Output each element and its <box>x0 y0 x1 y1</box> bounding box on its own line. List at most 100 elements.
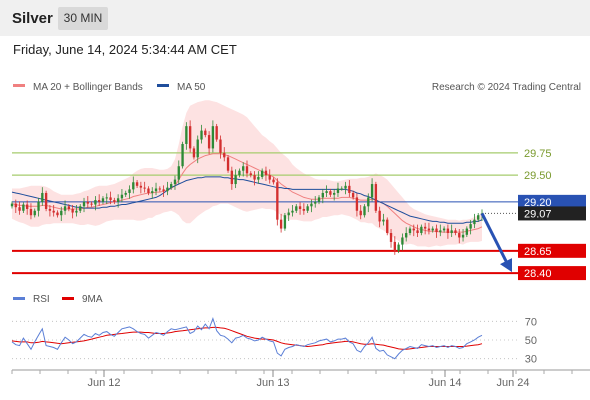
candle-body <box>79 206 82 211</box>
candle-body <box>393 241 396 251</box>
candle-body <box>325 191 328 193</box>
candle <box>82 197 86 213</box>
candle <box>469 220 472 235</box>
candle <box>314 196 317 208</box>
candle-body <box>230 170 234 185</box>
candle-body <box>98 200 101 202</box>
candle-body <box>389 233 393 242</box>
candle-body <box>355 197 359 211</box>
candle <box>397 242 400 254</box>
candle-body <box>249 173 252 176</box>
candle <box>90 201 93 207</box>
candle <box>374 181 378 213</box>
candle-body <box>461 234 465 238</box>
candle <box>143 181 146 193</box>
header-bar: Silver 30 MIN <box>0 0 590 36</box>
candle <box>253 171 256 186</box>
x-tick-label-0: Jun 12 <box>87 377 120 389</box>
candle-body <box>439 230 442 233</box>
candle <box>477 212 480 222</box>
candle-body <box>234 175 237 185</box>
candle-body <box>33 210 36 216</box>
candle-body <box>215 126 218 140</box>
candle <box>207 131 211 155</box>
candle-body <box>359 210 362 216</box>
candle-body <box>314 201 317 204</box>
candle <box>154 182 158 196</box>
candle-body <box>435 228 438 233</box>
candle-body <box>204 130 207 136</box>
candle <box>124 190 127 197</box>
candle-body <box>298 206 302 209</box>
candle <box>135 180 139 189</box>
candle-body <box>431 228 434 231</box>
candle-body <box>200 130 203 140</box>
candle <box>113 197 116 205</box>
candle <box>351 190 355 200</box>
candle <box>128 185 131 199</box>
candle-body <box>10 203 14 207</box>
candle <box>435 224 438 238</box>
legend-label-1: MA 50 <box>177 82 206 93</box>
candle <box>52 204 55 217</box>
candle-body <box>306 206 309 211</box>
candle-body <box>75 210 78 213</box>
candle <box>268 169 271 184</box>
candle-body <box>287 212 290 216</box>
candle <box>405 227 408 242</box>
candle <box>151 187 154 199</box>
candle-body <box>446 228 450 234</box>
candle <box>37 197 40 217</box>
candle-body <box>29 208 33 216</box>
candle <box>348 180 351 197</box>
candle-body <box>48 208 52 211</box>
candle <box>177 160 180 184</box>
rsi-tick-30: 30 <box>525 354 537 366</box>
candle-body <box>442 228 446 231</box>
candle-body <box>302 208 306 211</box>
candle-body <box>329 191 332 195</box>
candle-body <box>333 192 336 195</box>
candle <box>71 204 74 219</box>
candle <box>423 222 427 235</box>
candle-body <box>295 206 298 211</box>
candle <box>230 166 234 190</box>
candle-body <box>260 170 264 177</box>
candle-body <box>219 139 222 153</box>
candle <box>67 204 71 212</box>
candle <box>408 226 412 236</box>
candle <box>185 122 188 150</box>
candle <box>401 233 404 251</box>
candle <box>56 210 59 218</box>
resistance-label-29.75: 29.75 <box>524 148 552 160</box>
candle-body <box>420 226 423 234</box>
candle-body <box>211 126 215 149</box>
candle <box>158 186 161 192</box>
candle-body <box>44 192 48 209</box>
candle <box>317 195 321 205</box>
candle-body <box>25 204 29 209</box>
candle <box>427 222 431 235</box>
candle <box>412 224 415 237</box>
candle-body <box>109 197 112 201</box>
candle <box>416 224 419 238</box>
candle <box>63 200 67 215</box>
x-tick-label-3: Jun 24 <box>496 377 529 389</box>
candle-body <box>291 210 294 213</box>
candle-body <box>344 185 347 189</box>
candle-body <box>151 191 154 193</box>
candle <box>310 199 313 213</box>
candle-body <box>412 228 415 231</box>
candle-body <box>386 219 389 234</box>
candle-body <box>101 198 105 202</box>
candle-body <box>52 210 55 213</box>
candle <box>79 204 82 213</box>
candle <box>226 155 230 173</box>
candle <box>48 204 52 217</box>
candle <box>279 213 283 233</box>
forecast-arrow-shaft <box>480 212 509 264</box>
candle-body <box>128 189 131 193</box>
timeframe-badge[interactable]: 30 MIN <box>58 7 108 30</box>
candle <box>132 176 135 194</box>
candle <box>29 203 33 220</box>
